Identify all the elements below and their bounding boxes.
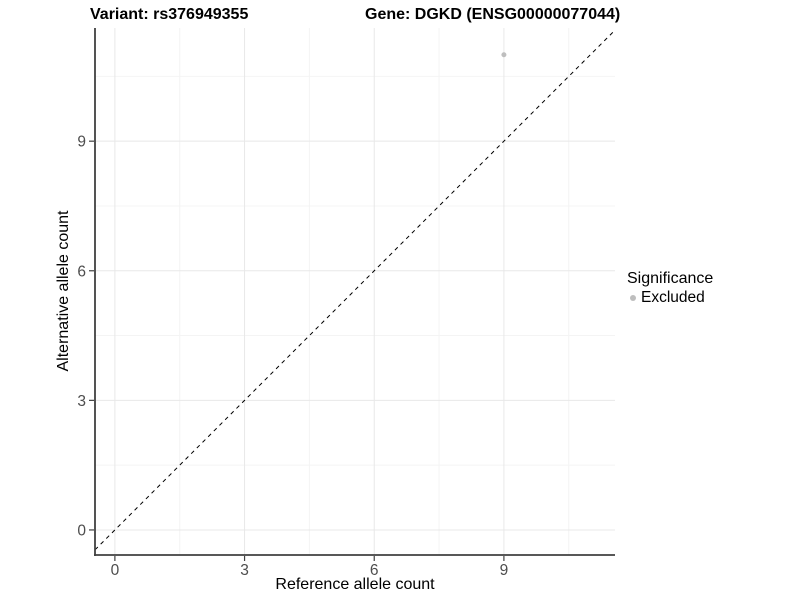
plot-title-variant: Variant: rs376949355 (90, 6, 249, 23)
legend-title: Significance (627, 270, 714, 287)
legend-entry-label: Excluded (641, 289, 705, 306)
y-tick-label: 6 (77, 263, 86, 280)
y-axis-title: Alternative allele count (55, 210, 72, 372)
y-tick-label: 3 (77, 393, 86, 410)
y-tick-label: 0 (77, 522, 86, 539)
legend-entry: Excluded (627, 289, 713, 306)
x-tick-label: 3 (240, 562, 249, 579)
legend-key (627, 291, 639, 305)
plot-title-gene: Gene: DGKD (ENSG00000077044) (365, 6, 621, 23)
x-tick-label: 6 (370, 562, 379, 579)
data-point (501, 52, 507, 58)
x-tick-label: 9 (500, 562, 509, 579)
x-tick-label: 0 (111, 562, 120, 579)
legend: Significance Excluded (627, 270, 713, 306)
y-tick-label: 9 (77, 134, 86, 151)
x-axis-title: Reference allele count (275, 576, 435, 593)
identity-dashed-line (94, 29, 616, 551)
excluded-point-icon (630, 294, 636, 301)
